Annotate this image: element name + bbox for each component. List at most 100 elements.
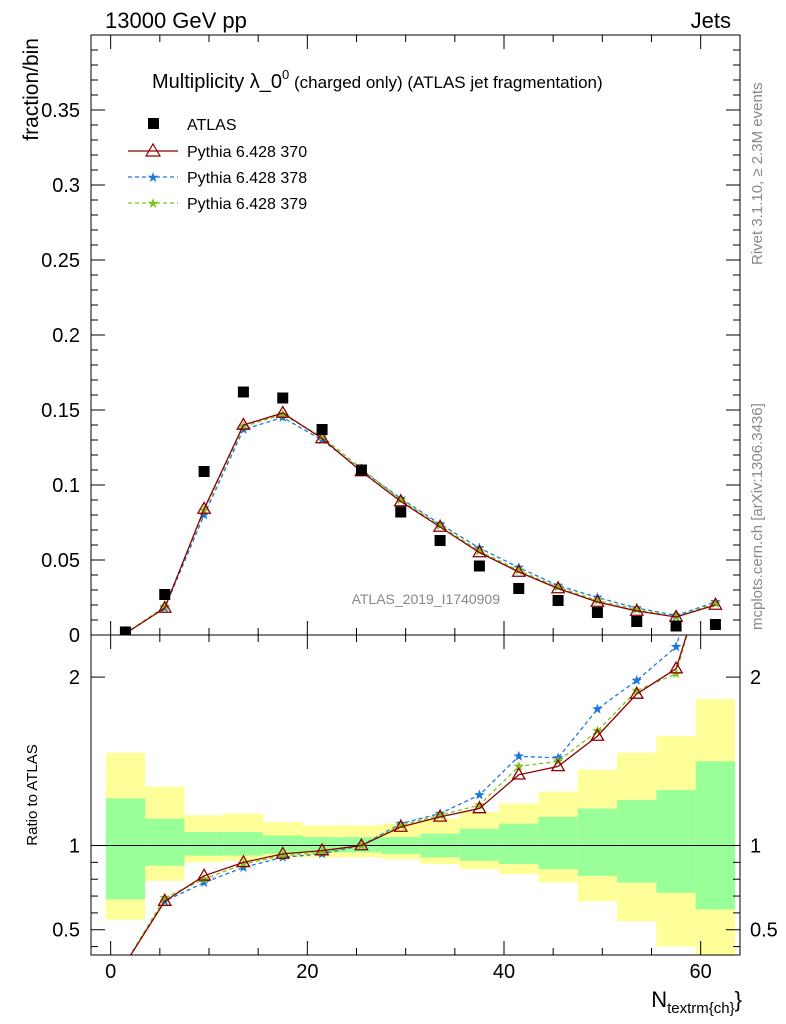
uncertainty-band-inner [223, 832, 264, 856]
mc379-point [434, 520, 446, 530]
ratio-370-point [196, 868, 212, 881]
legend-378-label: Pythia 6.428 378 [187, 170, 307, 187]
y-tick-label: 0.05 [41, 550, 80, 572]
mc378-point [316, 434, 328, 445]
ratio-y-tick-label-left: 2 [69, 667, 80, 689]
atlas-data-point [355, 464, 367, 476]
ratio-370-point [550, 758, 566, 772]
analysis-watermark: ATLAS_2019_I1740909 [352, 591, 501, 607]
uncertainty-band-inner [695, 761, 736, 910]
ratio-line-2 [129, 635, 688, 955]
main-plot-area [119, 386, 723, 635]
mc370-point [550, 580, 566, 594]
mc370-point [393, 493, 409, 507]
ratio-378-point [474, 789, 485, 800]
mc370-point [590, 594, 605, 607]
header-energy: 13000 GeV pp [105, 8, 247, 33]
uncertainty-band-inner [145, 818, 185, 866]
x-axis-label: Ntextrm{ch}} [651, 987, 742, 1017]
ratio-y-tick-label-right: 2 [750, 667, 761, 689]
mc370-point [275, 405, 291, 418]
atlas-data-point [316, 424, 328, 435]
legend-379-marker: ★ [147, 195, 160, 211]
x-tick-label: 60 [690, 961, 712, 983]
ratio-370-point [393, 819, 409, 832]
rivet-version-label: Rivet 3.1.10, ≥ 2.3M events [749, 83, 766, 266]
ratio-370-point [629, 686, 645, 699]
ratio-plot-area [91, 635, 740, 955]
mc370-point [432, 519, 448, 532]
mc370-point [314, 430, 330, 444]
ratio-370-point [275, 846, 291, 859]
mc370-point [472, 544, 487, 558]
atlas-data-point [631, 616, 643, 627]
plot-title-superscript: 0 [282, 67, 289, 82]
legend-378-marker: ★ [147, 169, 160, 185]
series-line-2 [125, 416, 716, 635]
legend-atlas-marker [148, 118, 159, 129]
ratio-379-point [277, 850, 288, 861]
mc370-point [708, 597, 723, 610]
ratio-panel-frame [90, 634, 741, 956]
x-tick-label: 40 [493, 961, 515, 983]
y-tick-label: 0.15 [41, 400, 80, 422]
ratio-y-tick-label-left: 0.5 [52, 920, 80, 942]
atlas-data-point [709, 619, 721, 630]
x-tick-label: 0 [105, 961, 116, 983]
mc379-point [277, 409, 288, 419]
legend-370-marker [144, 142, 162, 157]
x-axis-label-main: N [651, 987, 667, 1012]
ratio-378-point [198, 877, 210, 887]
atlas-data-point [119, 626, 131, 635]
atlas-data-point [237, 386, 249, 398]
uncertainty-band-inner [617, 800, 657, 883]
legend-atlas-label: ATLAS [187, 117, 237, 134]
uncertainty-band-inner [656, 789, 696, 893]
main-axis-ticks: 0 0.05 0.1 0.15 0.2 0.25 0.3 0.35 [41, 34, 740, 647]
mc370-point [511, 564, 527, 577]
ratio-379-point [474, 799, 485, 810]
ratio-370-point [314, 842, 330, 856]
atlas-data-point [277, 392, 289, 404]
ratio-370-point [354, 837, 369, 851]
mc370-point [629, 603, 645, 616]
atlas-data-point [434, 535, 446, 546]
uncertainty-band-inner [538, 816, 578, 870]
y-axis-label: fraction/bin [20, 38, 43, 141]
ratio-y-tick-label-right: 1 [750, 836, 761, 858]
ratio-379-point [513, 760, 524, 771]
ratio-y-axis-label: Ratio to ATLAS [24, 744, 41, 845]
ratio-370-point [236, 854, 251, 868]
ratio-370-point [472, 800, 487, 814]
atlas-data-point [513, 583, 525, 594]
mc370-point [196, 501, 212, 514]
uncertainty-band-inner [105, 798, 146, 900]
atlas-data-point [670, 620, 682, 632]
ratio-378-point [513, 750, 524, 761]
atlas-data-point [159, 589, 171, 600]
legend-379-label: Pythia 6.428 379 [187, 196, 307, 213]
ratio-370-point [157, 893, 173, 906]
header-process: Jets [691, 8, 731, 33]
legend: ATLAS Pythia 6.428 370 ★ Pythia 6.428 37… [128, 117, 307, 213]
uncertainty-band-inner [459, 828, 500, 861]
uncertainty-band-inner [499, 823, 539, 865]
plot-title-rest: (charged only) (ATLAS jet fragmentation) [289, 73, 602, 92]
atlas-data-point [198, 466, 210, 477]
mc379-point [513, 565, 524, 575]
ratio-378-point [670, 641, 682, 652]
ratio-370-point [668, 660, 684, 674]
y-tick-label: 0.25 [41, 250, 80, 272]
y-tick-label: 0 [69, 625, 80, 647]
mc378-point [198, 509, 210, 520]
ratio-379-point [395, 819, 406, 830]
ratio-line-0 [129, 635, 688, 955]
mc379-point [592, 595, 603, 605]
ratio-379-point [238, 858, 249, 869]
mc379-point [631, 604, 642, 614]
mc379-point [395, 494, 406, 505]
mc379-point [552, 581, 564, 592]
y-tick-label: 0.1 [52, 475, 80, 497]
mc370-point [236, 417, 251, 430]
atlas-data-point [395, 506, 407, 518]
